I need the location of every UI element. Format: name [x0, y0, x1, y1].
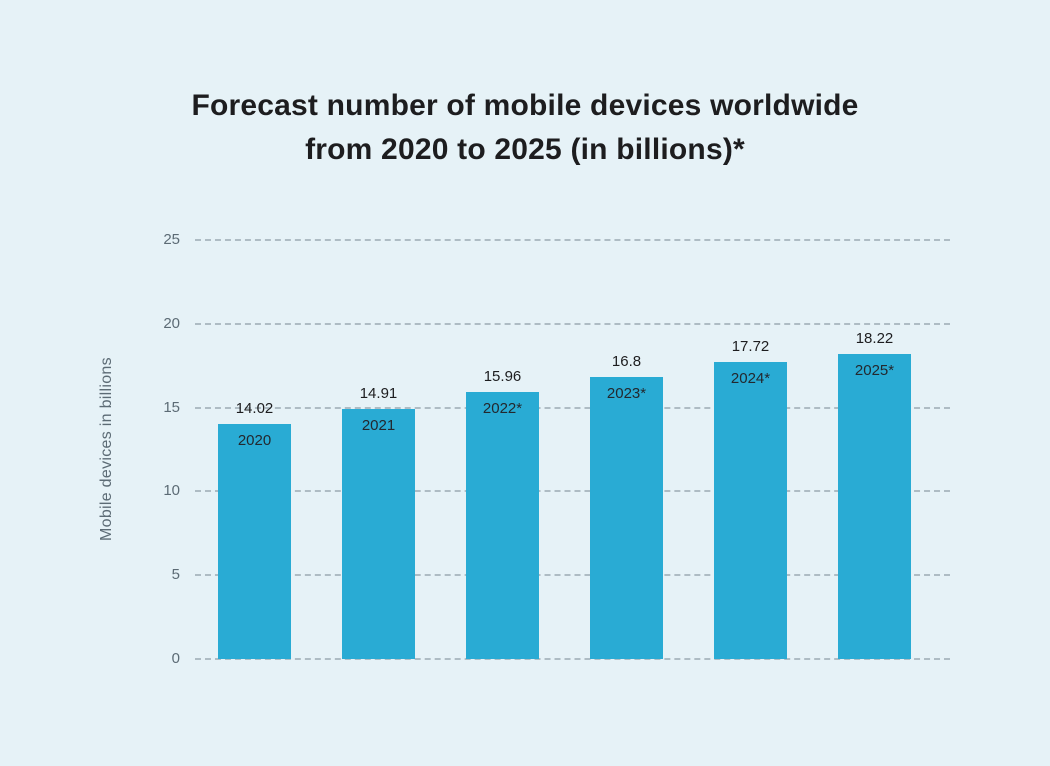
x-tick-label: 2024* [730, 370, 771, 388]
bar [838, 353, 911, 659]
bar [218, 424, 291, 659]
plot-area: 0 5 10 15 20 25 14.02 2020 14.91 2021 15.96 2022* 16… [163, 231, 950, 667]
y-tick-label: 15 [163, 398, 180, 416]
x-tick-label: 2021 [361, 417, 396, 435]
bar-value-label: 14.02 [235, 400, 274, 418]
y-tick-label: 25 [163, 231, 180, 249]
bar-value-label: 18.22 [855, 329, 894, 347]
chart-title-line-1: Forecast number of mobile devices worldw… [191, 89, 859, 122]
bar [342, 409, 415, 659]
x-tick-label: 2020 [237, 432, 272, 450]
bar-value-label: 14.91 [359, 385, 398, 403]
bar [590, 377, 663, 659]
gridline [195, 406, 950, 409]
x-tick-label: 2022* [482, 399, 523, 417]
gridline [195, 658, 950, 660]
gridline [195, 322, 950, 325]
gridline [195, 239, 950, 241]
y-axis-title: Mobile devices in billions [98, 357, 115, 542]
bar [714, 362, 787, 659]
y-tick-label: 0 [171, 650, 180, 668]
bar-value-label: 15.96 [483, 367, 522, 385]
x-tick-label: 2023* [606, 385, 647, 403]
bar-value-label: 17.72 [731, 338, 770, 356]
bar-group: 14.91 2021 [342, 385, 415, 659]
bar-group: 17.72 2024* [714, 338, 787, 659]
bar-group: 15.96 2022* [466, 368, 539, 659]
y-tick-label: 10 [163, 482, 180, 500]
bar [466, 391, 539, 659]
bar-group: 14.02 2020 [218, 400, 291, 659]
y-tick-label: 20 [163, 314, 180, 332]
gridline [195, 490, 950, 493]
chart-title: Forecast number of mobile devices worldw… [0, 84, 1050, 172]
bar-group: 18.22 2025* [838, 330, 911, 659]
y-tick-label: 5 [171, 566, 180, 584]
chart-title-line-2: from 2020 to 2025 (in billions)* [305, 133, 745, 166]
x-tick-label: 2025* [854, 361, 895, 379]
bar-value-label: 16.8 [611, 353, 642, 371]
gridline [195, 574, 950, 577]
bar-group: 16.8 2023* [590, 353, 663, 659]
